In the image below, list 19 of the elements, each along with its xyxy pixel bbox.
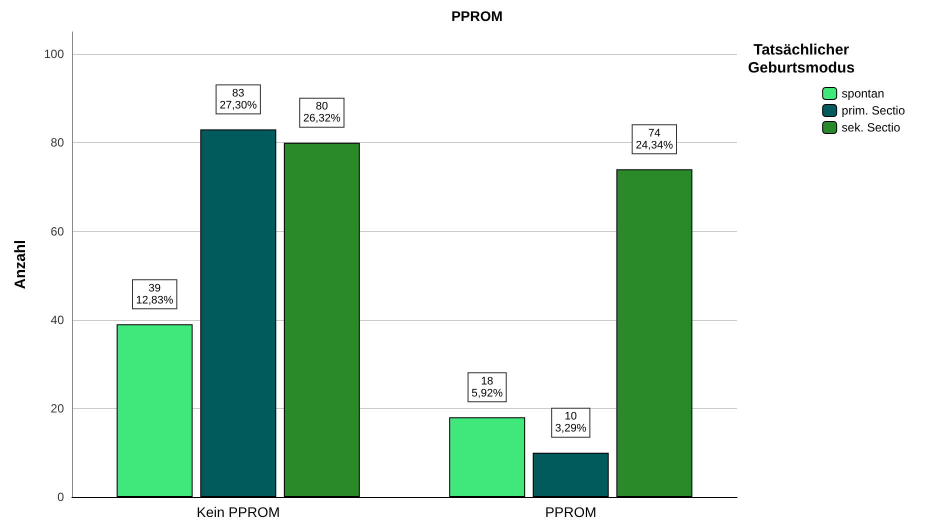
y-tick-label: 80 bbox=[50, 136, 64, 150]
y-tick-label: 100 bbox=[44, 47, 64, 62]
chart-title: PPROM bbox=[451, 8, 503, 24]
legend-title: Tatsächlicher Geburtsmodus bbox=[748, 42, 855, 76]
data-label: 74 24,34% bbox=[636, 127, 674, 152]
data-label: 18 5,92% bbox=[472, 375, 503, 400]
data-label: 10 3,29% bbox=[555, 410, 587, 435]
data-label: 80 26,32% bbox=[303, 100, 341, 125]
data-label: 83 27,30% bbox=[220, 87, 258, 112]
legend-label: spontan bbox=[842, 86, 884, 100]
legend-label: sek. Sectio bbox=[842, 120, 901, 134]
y-tick-label: 60 bbox=[50, 224, 64, 238]
legend-label: prim. Sectio bbox=[842, 104, 906, 118]
y-tick-label: 0 bbox=[57, 490, 64, 504]
y-axis-title: Anzahl bbox=[12, 240, 29, 290]
y-tick-label: 40 bbox=[50, 312, 64, 327]
x-tick-label: Kein PPROM bbox=[196, 504, 280, 520]
y-tick-label: 20 bbox=[50, 401, 64, 416]
data-label: 39 12,83% bbox=[136, 282, 174, 306]
